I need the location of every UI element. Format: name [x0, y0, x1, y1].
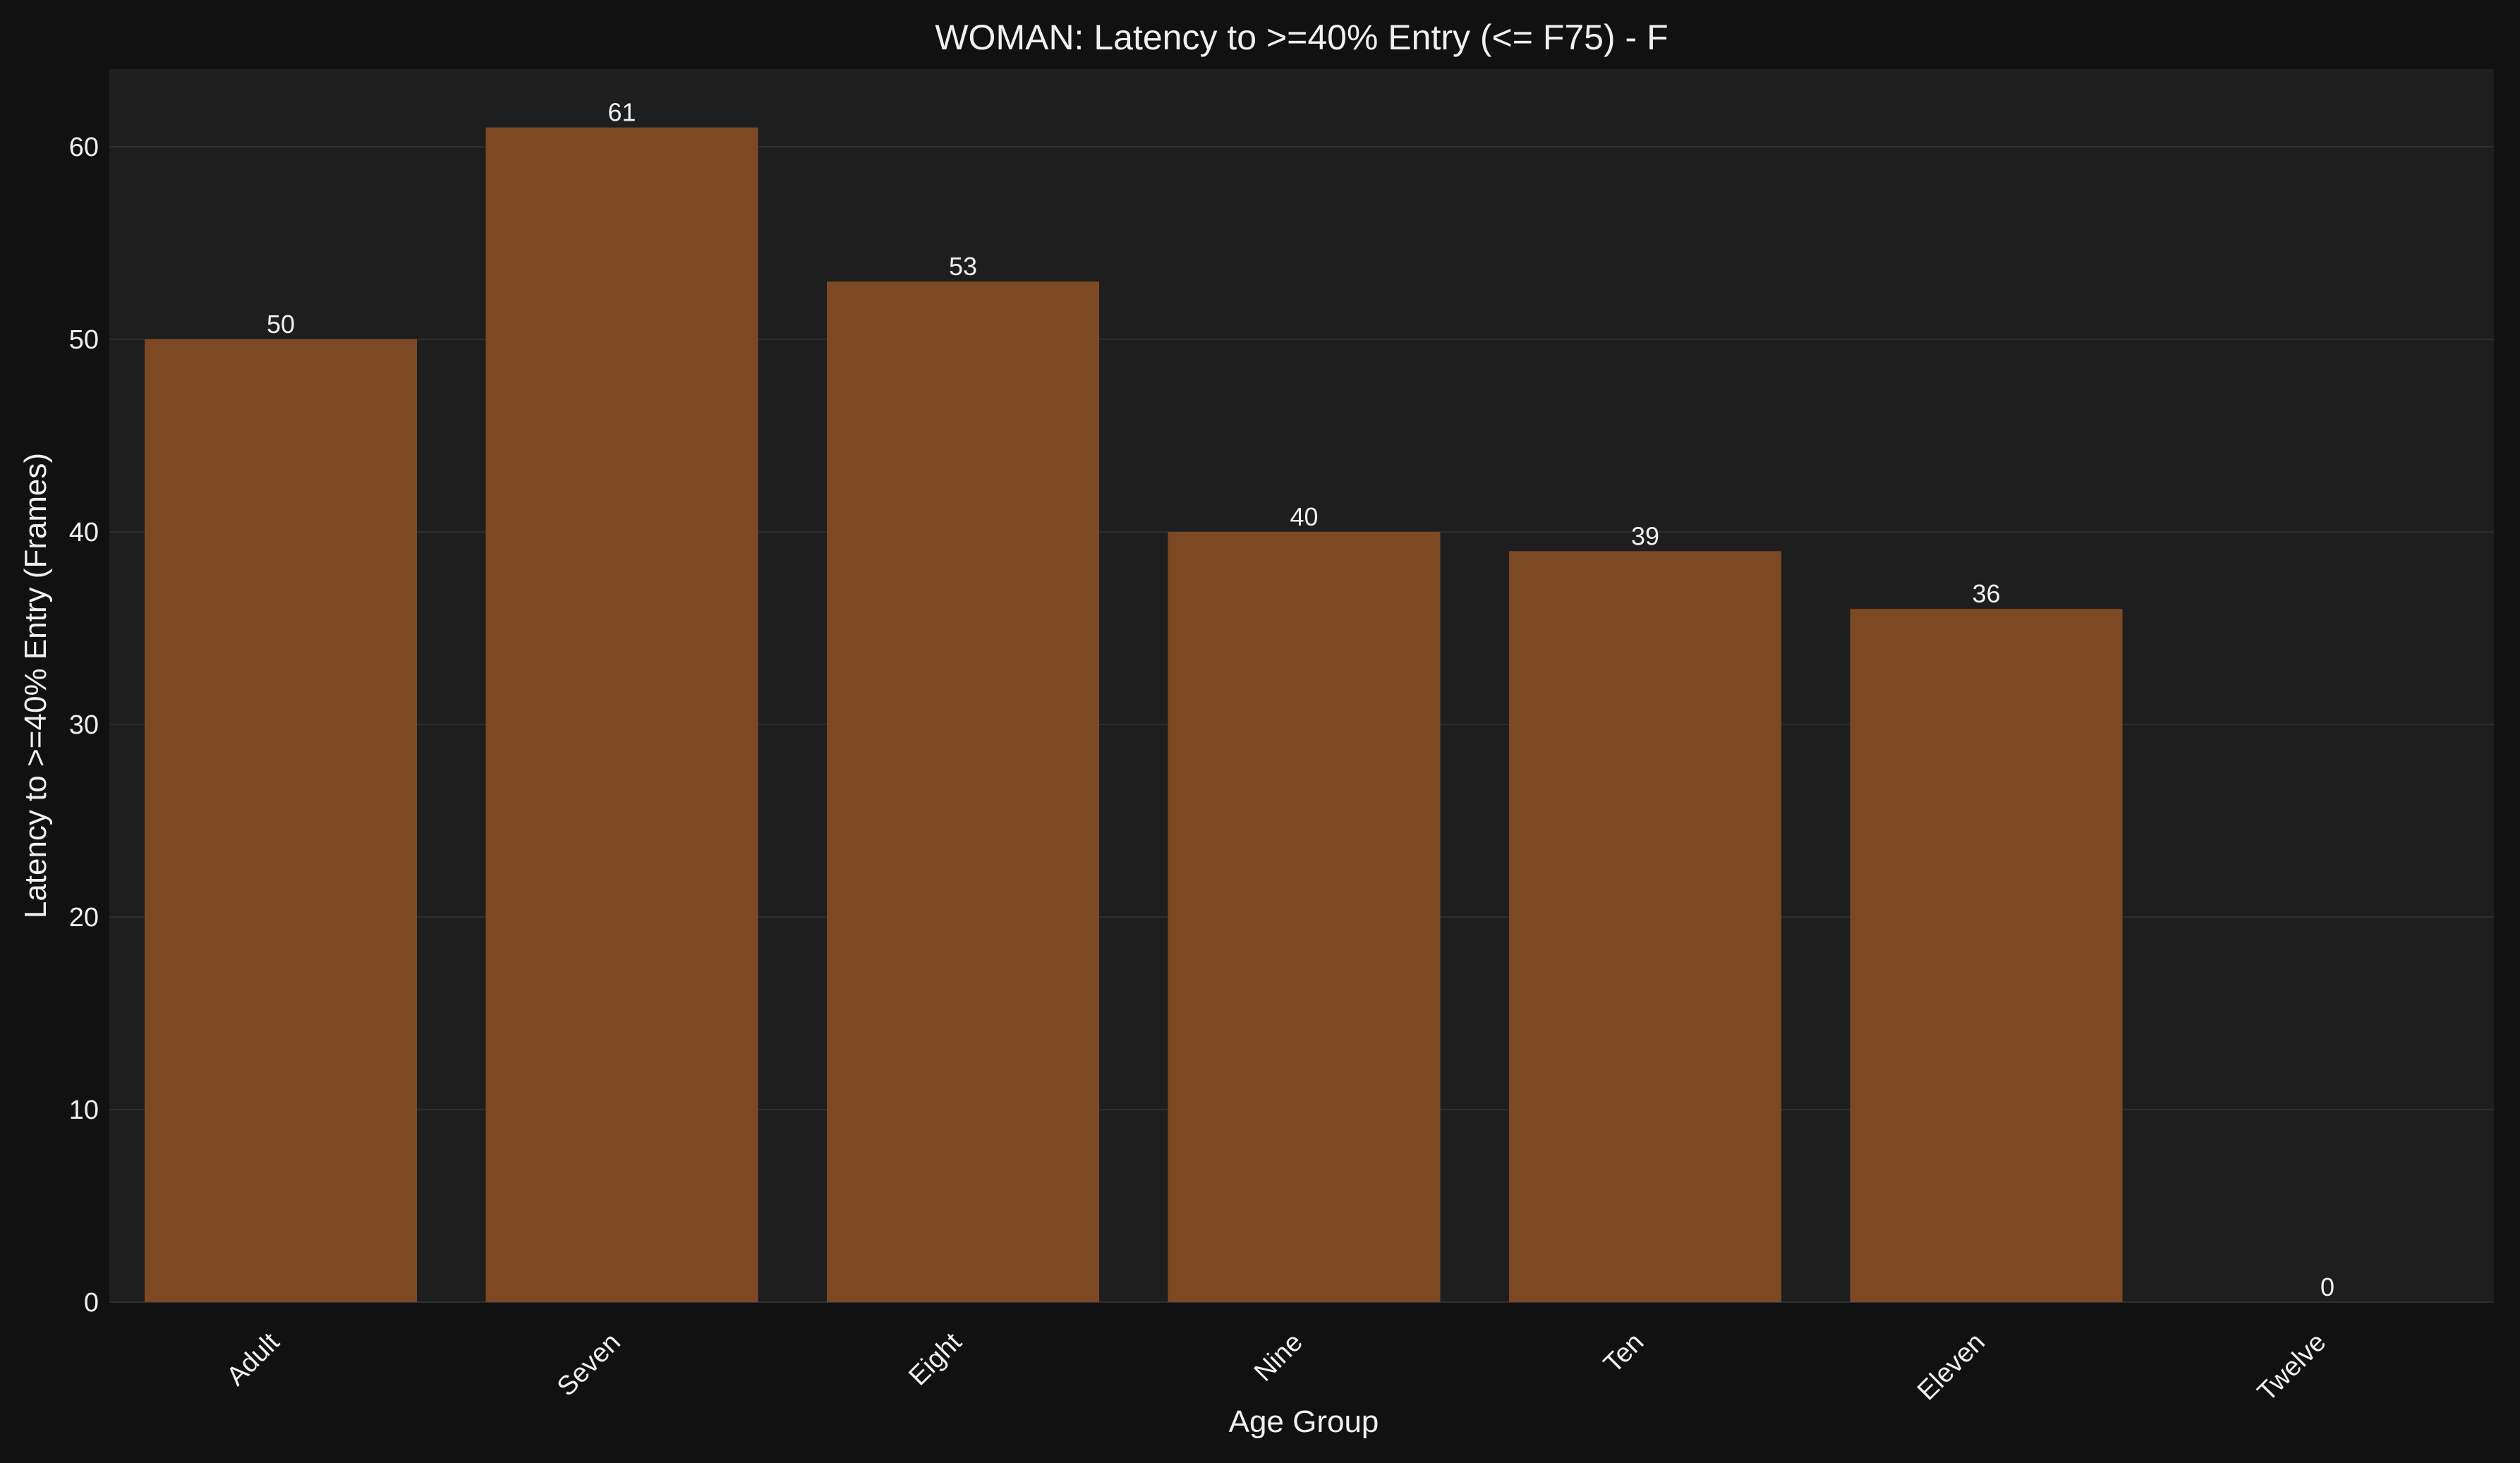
y-tick-label: 10 [69, 1095, 99, 1125]
bar-value-label: 39 [1631, 521, 1659, 550]
y-axis-label: Latency to >=40% Entry (Frames) [18, 453, 53, 918]
bar-value-label: 53 [949, 252, 977, 281]
y-tick-label: 20 [69, 903, 99, 933]
bar-value-label: 50 [267, 310, 295, 339]
bar-value-label: 0 [2320, 1273, 2334, 1301]
bar [827, 281, 1099, 1303]
bar [485, 127, 758, 1303]
y-tick-label: 30 [69, 710, 99, 740]
chart-title: WOMAN: Latency to >=40% Entry (<= F75) -… [935, 18, 1668, 57]
bar-value-label: 36 [1972, 579, 2000, 608]
bar-value-label: 61 [607, 98, 636, 127]
y-tick-label: 60 [69, 133, 99, 162]
y-tick-label: 50 [69, 325, 99, 355]
bar [1850, 609, 2123, 1302]
bar [1509, 551, 1781, 1302]
y-axis-ticks: 0 10 20 30 40 50 60 [69, 133, 99, 1318]
bar [1168, 532, 1441, 1302]
data-labels: 50 61 53 40 39 36 0 [267, 98, 2334, 1301]
bar-value-label: 40 [1290, 502, 1318, 531]
y-tick-label: 0 [84, 1288, 99, 1318]
bars [145, 127, 2123, 1303]
y-tick-label: 40 [69, 518, 99, 547]
x-axis-label: Age Group [1229, 1404, 1379, 1439]
bar [145, 339, 417, 1302]
